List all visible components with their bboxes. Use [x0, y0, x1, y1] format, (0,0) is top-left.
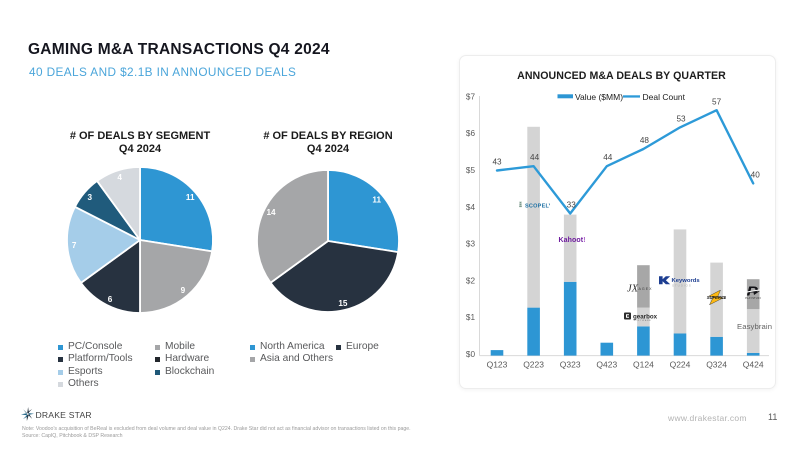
svg-text:Q323: Q323: [560, 360, 581, 370]
svg-text:Q123: Q123: [487, 360, 508, 370]
svg-text:JX: JX: [627, 284, 639, 295]
svg-text:PLAYSTUDIOS: PLAYSTUDIOS: [745, 297, 761, 300]
svg-text:SCOPELY: SCOPELY: [525, 203, 550, 208]
svg-text:48: 48: [640, 136, 650, 145]
svg-text:AGEX: AGEX: [639, 287, 653, 291]
svg-text:Q124: Q124: [633, 360, 654, 370]
svg-text:$2: $2: [466, 276, 476, 285]
svg-text:11: 11: [372, 195, 381, 204]
svg-text:P: P: [747, 284, 759, 299]
svg-text:Keywords: Keywords: [672, 278, 701, 284]
svg-text:40: 40: [751, 170, 761, 179]
svg-text:7: 7: [72, 241, 77, 250]
svg-text:43: 43: [492, 158, 502, 167]
svg-text:Q223: Q223: [523, 360, 544, 370]
svg-text:$1: $1: [466, 313, 476, 322]
svg-text:44: 44: [530, 153, 540, 162]
svg-text:57: 57: [712, 98, 722, 107]
svg-text:$5: $5: [466, 166, 476, 175]
svg-text:SOFTWARE: SOFTWARE: [634, 318, 652, 320]
svg-text:15: 15: [338, 299, 348, 308]
svg-text:44: 44: [603, 153, 613, 162]
svg-text:$4: $4: [466, 203, 476, 212]
svg-text:33: 33: [567, 200, 577, 209]
svg-text:$3: $3: [466, 240, 476, 249]
svg-text:Value ($MM): Value ($MM): [575, 92, 623, 102]
svg-text:6: 6: [108, 295, 113, 304]
svg-text:9: 9: [181, 286, 186, 295]
svg-text:$0: $0: [466, 350, 476, 359]
svg-text:Q324: Q324: [706, 360, 727, 370]
svg-text:14: 14: [266, 208, 276, 217]
svg-text:SUPERCENT: SUPERCENT: [707, 295, 726, 300]
svg-text:Q423: Q423: [596, 360, 617, 370]
svg-text:gearbox: gearbox: [633, 313, 658, 320]
svg-text:Q224: Q224: [670, 360, 691, 370]
svg-text:53: 53: [676, 115, 686, 124]
svg-text:Q424: Q424: [743, 360, 764, 370]
svg-text:STUDIOS: STUDIOS: [672, 283, 692, 287]
svg-text:4: 4: [117, 173, 122, 182]
svg-text:3: 3: [88, 193, 93, 202]
svg-text:$6: $6: [466, 129, 476, 138]
svg-text:$7: $7: [466, 92, 476, 101]
svg-text:11: 11: [186, 193, 195, 202]
svg-text:Deal Count: Deal Count: [643, 92, 686, 102]
